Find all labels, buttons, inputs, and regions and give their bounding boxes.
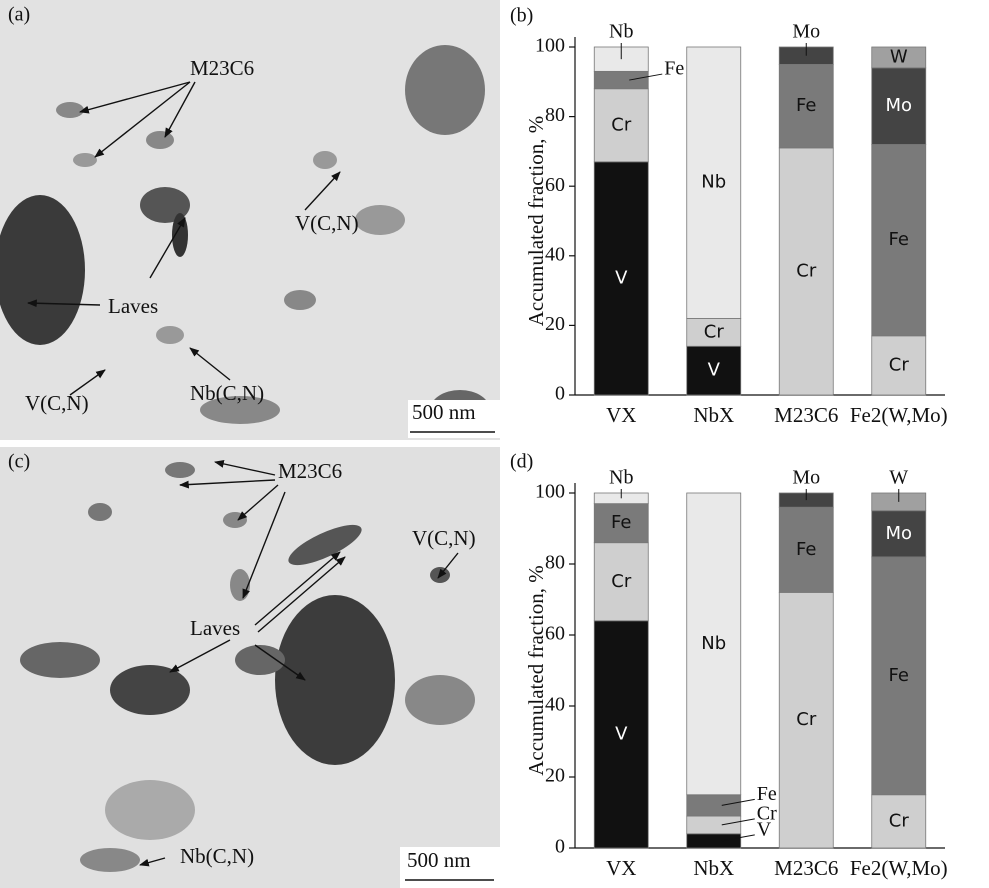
x-tick-label: NbX	[693, 403, 734, 427]
x-tick-label: Fe2(W,Mo)	[850, 856, 948, 880]
segment-label: Cr	[796, 260, 817, 281]
segment-label: Fe	[664, 58, 684, 80]
annotation: Nb(C,N)	[190, 381, 264, 405]
y-axis-label: Accumulated fraction, %	[524, 116, 548, 327]
annotation: V(C,N)	[25, 391, 89, 415]
segment-label: Fe	[796, 539, 816, 560]
segment-label: Cr	[611, 571, 632, 592]
segment-label: Cr	[757, 803, 777, 825]
x-tick-label: M23C6	[774, 403, 838, 427]
y-tick-label: 20	[545, 313, 565, 335]
bar-segment	[687, 834, 741, 848]
segment-label: Mo	[792, 21, 820, 43]
panel-label: (c)	[8, 451, 30, 473]
micrograph-c: (c) M23C6 V(C,N) Laves Nb(C,N) 500 nm	[0, 447, 500, 888]
y-tick-label: 40	[545, 694, 565, 716]
x-tick-label: VX	[606, 403, 636, 427]
scale-bar-label: 500 nm	[412, 400, 476, 424]
segment-label: Fe	[757, 783, 777, 805]
annotation: V(C,N)	[412, 526, 476, 550]
figure: (a) M23C6 V(C,N) Laves V(C,N) Nb(C,N) 50…	[0, 0, 989, 888]
segment-label: Cr	[611, 114, 632, 135]
annotation: Laves	[190, 616, 240, 640]
segment-label: W	[889, 467, 908, 489]
annotation: M23C6	[278, 459, 342, 483]
bar-segment	[594, 71, 648, 88]
y-tick-label: 80	[545, 104, 565, 126]
segment-label: Mo	[792, 467, 820, 489]
y-tick-label: 100	[535, 481, 565, 503]
bar-segment	[687, 795, 741, 816]
annotation: Laves	[108, 294, 158, 318]
y-tick-label: 0	[555, 836, 565, 858]
x-tick-label: NbX	[693, 856, 734, 880]
segment-label: Nb	[609, 467, 633, 489]
segment-label: Nb	[701, 633, 726, 654]
segment-label: Nb	[701, 172, 726, 193]
micrograph-a: (a) M23C6 V(C,N) Laves V(C,N) Nb(C,N) 50…	[0, 0, 500, 440]
segment-label: Fe	[889, 665, 909, 686]
annotation: Nb(C,N)	[180, 844, 254, 868]
bar-segment	[687, 816, 741, 834]
panel-label: (b)	[510, 5, 533, 27]
y-tick-label: 100	[535, 35, 565, 57]
y-tick-label: 60	[545, 174, 565, 196]
y-tick-label: 80	[545, 552, 565, 574]
panel-label: (a)	[8, 4, 30, 26]
y-tick-label: 20	[545, 765, 565, 787]
annotation: V(C,N)	[295, 211, 359, 235]
scale-bar-label: 500 nm	[407, 848, 471, 872]
segment-label: Mo	[885, 95, 912, 116]
segment-label: Cr	[889, 810, 910, 831]
segment-label: Fe	[611, 512, 631, 533]
segment-label: V	[615, 723, 628, 744]
segment-label: Fe	[796, 95, 816, 116]
segment-label: Cr	[796, 709, 817, 730]
y-tick-label: 0	[555, 383, 565, 405]
segment-label: Fe	[889, 229, 909, 250]
y-tick-label: 40	[545, 243, 565, 265]
segment-label: Cr	[704, 321, 725, 342]
segment-label: Cr	[889, 354, 910, 375]
segment-label: W	[890, 46, 908, 67]
x-tick-label: Fe2(W,Mo)	[850, 403, 948, 427]
y-tick-label: 60	[545, 623, 565, 645]
segment-label: V	[615, 267, 628, 288]
segment-label: V	[708, 360, 721, 381]
x-tick-label: VX	[606, 856, 636, 880]
y-axis-label: Accumulated fraction, %	[524, 565, 548, 776]
x-tick-label: M23C6	[774, 856, 838, 880]
annotation: M23C6	[190, 56, 254, 80]
segment-label: Nb	[609, 21, 633, 43]
panel-label: (d)	[510, 451, 533, 473]
segment-label: Mo	[885, 523, 912, 544]
